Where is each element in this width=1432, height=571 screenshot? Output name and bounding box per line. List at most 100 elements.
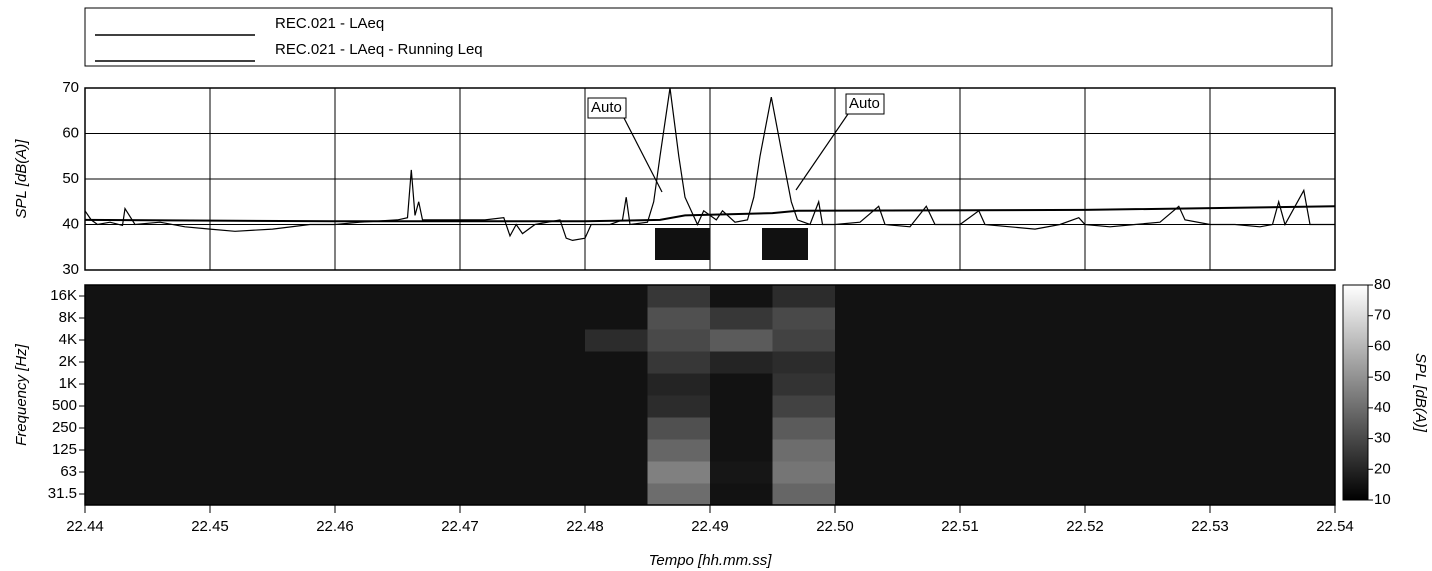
heat-cell: [460, 351, 523, 374]
heat-cell: [460, 307, 523, 330]
heat-cell: [835, 285, 898, 308]
heat-cell: [85, 417, 148, 440]
heat-cell: [460, 439, 523, 462]
heat-cell: [522, 285, 586, 308]
colorbar-tick-label: 30: [1374, 430, 1391, 447]
heat-cell: [710, 307, 773, 330]
heat-cell: [85, 439, 148, 462]
heat-cell: [772, 395, 836, 418]
heat-cell: [960, 329, 1023, 352]
heat-cell: [460, 461, 523, 484]
annotation-arrow: [623, 117, 663, 193]
heat-cell: [772, 439, 836, 462]
heat-cell: [897, 351, 961, 374]
heat-cell: [647, 439, 711, 462]
x-tick-label: 22.54: [1316, 518, 1354, 535]
heat-cell: [1085, 373, 1148, 396]
heat-cell: [1147, 417, 1211, 440]
y-tick-label: 250: [52, 419, 77, 436]
heat-cell: [710, 483, 773, 506]
heat-cell: [522, 373, 586, 396]
heat-cell: [272, 417, 336, 440]
heat-cell: [210, 373, 273, 396]
y-tick-label: 16K: [50, 287, 77, 304]
heat-cell: [585, 395, 648, 418]
heat-cell: [1147, 373, 1211, 396]
heat-cell: [1272, 329, 1336, 352]
heat-cell: [522, 307, 586, 330]
heat-cell: [397, 483, 461, 506]
heat-cell: [647, 373, 711, 396]
heat-cell: [835, 395, 898, 418]
heat-cell: [772, 461, 836, 484]
heat-cell: [710, 417, 773, 440]
heat-cell: [647, 395, 711, 418]
series-line: [84, 205, 1336, 223]
heat-cell: [272, 285, 336, 308]
heat-cell: [210, 285, 273, 308]
heat-cell: [647, 483, 711, 506]
heat-cell: [960, 439, 1023, 462]
heat-cell: [1085, 307, 1148, 330]
heat-cell: [210, 483, 273, 506]
heat-cell: [85, 307, 148, 330]
heat-cell: [1085, 395, 1148, 418]
heat-cell: [272, 461, 336, 484]
heat-cell: [1272, 439, 1336, 462]
colorbar-tick-label: 50: [1374, 368, 1391, 385]
x-tick-label: 22.52: [1066, 518, 1104, 535]
y-tick-label: 50: [62, 170, 79, 187]
heat-cell: [522, 395, 586, 418]
heat-cell: [397, 307, 461, 330]
heat-cell: [522, 483, 586, 506]
heat-cell: [897, 373, 961, 396]
heat-cell: [1022, 329, 1086, 352]
annotation-box: [845, 93, 885, 115]
heat-cell: [960, 373, 1023, 396]
heat-cell: [397, 395, 461, 418]
heat-cell: [272, 439, 336, 462]
legend-label: REC.021 - LAeq: [275, 15, 384, 32]
heat-cell: [897, 417, 961, 440]
heat-cell: [1272, 483, 1336, 506]
x-tick-label: 22.44: [66, 518, 104, 535]
heat-cell: [460, 395, 523, 418]
heat-cell: [585, 329, 648, 352]
heat-cell: [772, 285, 836, 308]
x-tick-label: 22.46: [316, 518, 354, 535]
heat-cell: [1147, 439, 1211, 462]
colorbar-tick-label: 70: [1374, 307, 1391, 324]
heat-cell: [85, 461, 148, 484]
heat-cell: [710, 461, 773, 484]
heat-cell: [647, 417, 711, 440]
heat-cell: [335, 307, 398, 330]
heat-cell: [147, 351, 211, 374]
heat-cell: [1147, 351, 1211, 374]
heat-cell: [960, 307, 1023, 330]
heat-cell: [272, 395, 336, 418]
heat-cell: [1022, 483, 1086, 506]
heat-cell: [960, 483, 1023, 506]
y-tick-label: 2K: [59, 353, 77, 370]
heat-cell: [1147, 483, 1211, 506]
heat-cell: [960, 395, 1023, 418]
heat-cell: [1147, 461, 1211, 484]
heat-cell: [710, 439, 773, 462]
heat-cell: [335, 373, 398, 396]
heat-cell: [835, 307, 898, 330]
heat-cell: [585, 351, 648, 374]
x-tick-label: 22.50: [816, 518, 854, 535]
y-tick-label: 500: [52, 397, 77, 414]
x-axis-label: Tempo [hh.mm.ss]: [649, 552, 773, 569]
colorbar-tick-label: 80: [1374, 276, 1391, 293]
heat-cell: [772, 307, 836, 330]
colorbar-label: SPL [dB(A)]: [1412, 353, 1429, 433]
event-band: [655, 228, 710, 260]
heat-cell: [460, 417, 523, 440]
colorbar: [1342, 284, 1369, 501]
heat-cell: [710, 351, 773, 374]
x-tick-label: 22.45: [191, 518, 229, 535]
heat-cell: [210, 439, 273, 462]
heat-cell: [647, 351, 711, 374]
